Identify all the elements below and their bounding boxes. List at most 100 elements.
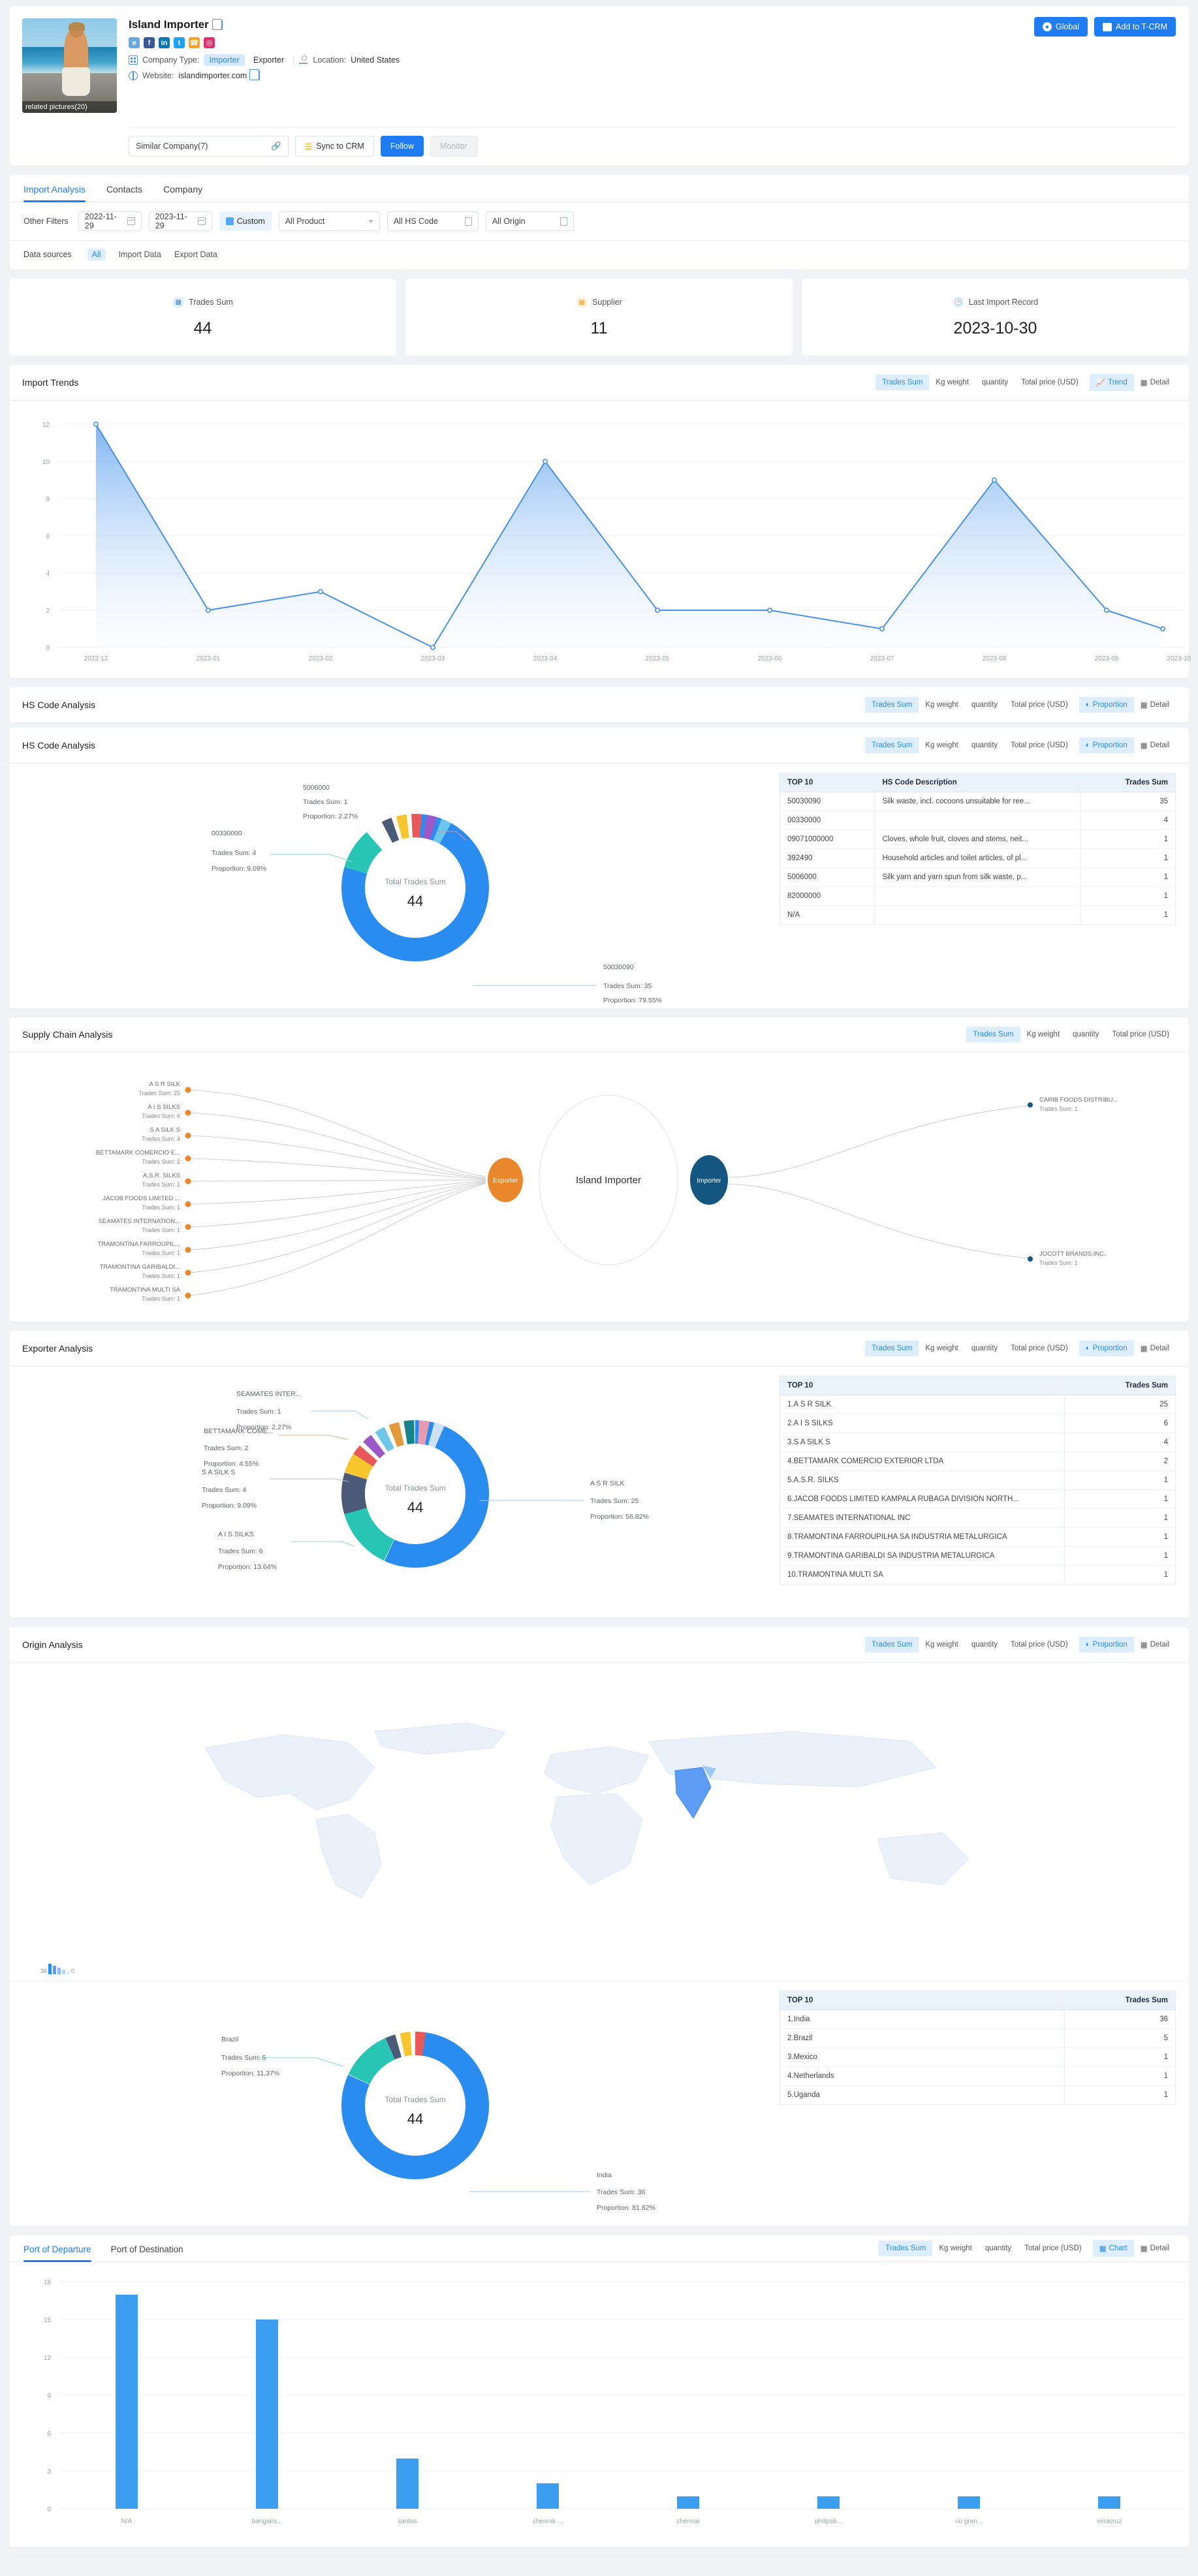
follow-button[interactable]: Follow [380,136,424,157]
metric-trades-sum[interactable]: Trades Sum [865,737,919,753]
bar-na[interactable] [116,2295,138,2509]
exporter-node[interactable] [488,1158,523,1202]
view-trend-button[interactable]: 📈 Trend [1089,374,1134,391]
data-source-export[interactable]: Export Data [174,250,217,259]
table-row[interactable]: 00330000 4 [780,811,1176,830]
metric-quantity[interactable]: quantity [1073,1031,1099,1038]
instagram-icon[interactable]: ◎ [204,37,215,48]
metric-quantity[interactable]: quantity [985,2244,1012,2252]
metric-trades-sum[interactable]: Trades Sum [875,375,930,390]
tab-import-analysis[interactable]: Import Analysis [24,184,86,202]
hs-code-select[interactable]: All HS Code [386,211,479,231]
metric-total-price[interactable]: Total price (USD) [1112,1031,1169,1038]
metric-kg-weight[interactable]: Kg weight [925,701,958,709]
table-row[interactable]: 1.India 36 [780,2010,1176,2029]
view-detail-button[interactable]: ▦ Detail [1134,1636,1176,1653]
slice-netherlands[interactable] [341,2032,489,2179]
table-row[interactable]: 392490 Household articles and toilet arti… [780,848,1176,868]
company-type-importer[interactable]: Importer [204,54,245,66]
slice-other[interactable] [339,1418,492,1570]
table-row[interactable]: 7.SEAMATES INTERNATIONAL INC 1 [780,1508,1176,1528]
region-south-america[interactable] [315,1814,382,1899]
other-filters-label[interactable]: Other Filters [24,217,69,226]
metric-total-price[interactable]: Total price (USD) [1011,1344,1068,1352]
company-thumbnail[interactable]: related pictures(20) [22,18,117,113]
metric-total-price[interactable]: Total price (USD) [1011,701,1068,709]
twitter-icon[interactable]: t [174,37,185,48]
buyer-dot[interactable] [1028,1102,1033,1108]
region-north-america[interactable] [204,1734,375,1810]
copy-icon[interactable] [212,18,223,30]
region-australia[interactable] [877,1832,969,1885]
supplier-dot[interactable] [185,1247,191,1253]
metric-trades-sum[interactable]: Trades Sum [966,1027,1020,1042]
buyer-dot[interactable] [1028,1256,1033,1262]
metric-trades-sum[interactable]: Trades Sum [879,2241,933,2256]
supplier-dot[interactable] [185,1178,191,1185]
supplier-dot[interactable] [185,1269,191,1276]
view-detail-button[interactable]: ▦ Detail [1134,696,1176,713]
table-row[interactable]: 9.TRAMONTINA GARIBALDI SA INDUSTRIA META… [780,1546,1176,1566]
table-row[interactable]: 4.Netherlands 1 [780,2066,1176,2086]
table-row[interactable]: 6.JACOB FOODS LIMITED KAMPALA RUBAGA DIV… [780,1489,1176,1509]
metric-trades-sum[interactable]: Trades Sum [865,1341,919,1356]
table-row[interactable]: 1.A S R SILK 25 [780,1395,1176,1414]
slice-tramontina-multi[interactable] [341,1420,489,1568]
supplier-dot[interactable] [185,1292,191,1299]
supplier-dot[interactable] [185,1224,191,1230]
table-row[interactable]: 09071000000 Cloves, whole fruit, cloves a… [780,830,1176,849]
table-row[interactable]: 50030090 Silk waste, incl. cocoons unsuit… [780,792,1176,811]
slice-asr-silk[interactable] [341,1420,489,1568]
supplier-dot[interactable] [185,1110,191,1116]
slice-ais-silks[interactable] [333,1412,497,1576]
metric-kg-weight[interactable]: Kg weight [925,1344,958,1352]
region-greenland[interactable] [374,1722,506,1755]
metric-quantity[interactable]: quantity [971,1344,998,1352]
view-chart-button[interactable]: ▩ Chart [1092,2240,1134,2257]
slice-asr-silks[interactable] [330,1408,501,1580]
table-row[interactable]: 8.TRAMONTINA FARROUPILHA SA INDUSTRIA ME… [780,1527,1176,1547]
supplier-dot[interactable] [185,1201,191,1207]
phone-icon[interactable]: ☎ [189,37,200,48]
tab-port-of-departure[interactable]: Port of Departure [24,2244,91,2262]
metric-total-price[interactable]: Total price (USD) [1011,741,1068,749]
table-row[interactable]: 2.Brazil 5 [780,2028,1176,2048]
add-to-crm-button[interactable]: Add to T-CRM [1094,17,1176,37]
table-row[interactable]: 4.BETTAMARK COMERCIO EXTERIOR LTDA 2 [780,1451,1176,1471]
slice-392490[interactable] [332,804,499,971]
bar-philipsburg[interactable] [817,2496,840,2509]
sync-to-crm-button[interactable]: ☰ Sync to CRM [295,136,374,157]
table-row[interactable]: 5.A.S.R. SILKS 1 [780,1470,1176,1490]
data-source-import[interactable]: Import Data [118,250,161,259]
slice-sa-silk-s[interactable] [338,1417,492,1570]
view-detail-button[interactable]: ▦ Detail [1134,737,1176,754]
region-europe[interactable] [544,1746,650,1794]
slice-uganda[interactable] [341,2032,489,2179]
table-row[interactable]: 5.Uganda 1 [780,2085,1176,2105]
bar-bangalore[interactable] [256,2320,278,2509]
similar-company-select[interactable]: Similar Company(7) 🔗 [129,136,289,157]
region-africa[interactable] [550,1793,643,1885]
monitor-button[interactable]: Monitor [430,136,477,157]
metric-quantity[interactable]: quantity [981,379,1009,386]
bar-chennai[interactable] [677,2496,699,2509]
view-proportion-button[interactable]: ◐ Proportion [1079,1637,1134,1653]
metric-quantity[interactable]: quantity [971,701,998,709]
table-row[interactable]: 10.TRAMONTINA MULTI SA 1 [780,1565,1176,1585]
bar-rio-grande[interactable] [958,2496,980,2509]
tab-company[interactable]: Company [163,184,203,194]
metric-kg-weight[interactable]: Kg weight [936,379,969,386]
supplier-dot[interactable] [185,1155,191,1162]
supplier-dot[interactable] [185,1132,191,1139]
metric-total-price[interactable]: Total price (USD) [1024,2244,1082,2252]
view-detail-button[interactable]: ▦ Detail [1134,2240,1176,2257]
custom-range-button[interactable]: Custom [219,211,272,231]
table-row[interactable]: 2.A I S SILKS 6 [780,1414,1176,1433]
slice-na[interactable] [335,807,495,967]
view-detail-button[interactable]: ▦ Detail [1134,374,1176,391]
metric-trades-sum[interactable]: Trades Sum [865,1637,919,1653]
table-row[interactable]: 82000000 1 [780,886,1176,906]
tab-contacts[interactable]: Contacts [106,184,143,194]
slice-mexico[interactable] [334,2024,497,2188]
